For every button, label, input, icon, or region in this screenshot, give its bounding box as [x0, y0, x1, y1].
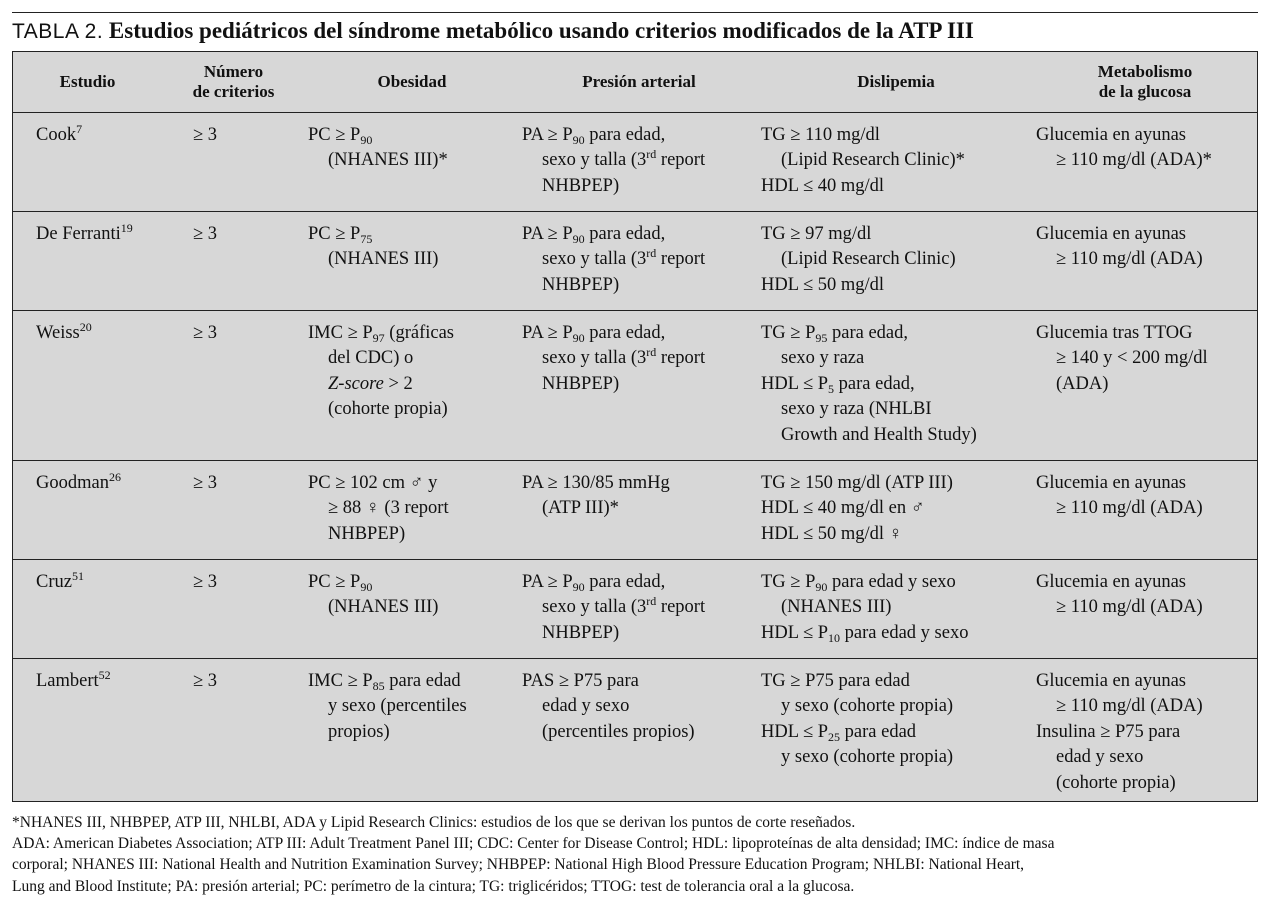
dislipemia-cell: TG ≥ 110 mg/dl (Lipid Research Clinic)* … — [759, 112, 1033, 212]
presion-cell: PA ≥ P90 para edad, sexo y talla (3rd re… — [519, 211, 759, 311]
criteria-count-cell: ≥ 3 — [162, 211, 305, 311]
presion-cell: PA ≥ P90 para edad, sexo y talla (3rd re… — [519, 310, 759, 461]
footnote-abbreviations-cont: corporal; NHANES III: National Health an… — [12, 856, 1025, 874]
criteria-count-cell: ≥ 3 — [162, 112, 305, 212]
header-glucosa: Metabolismo de la glucosa — [1033, 52, 1257, 113]
glucosa-cell: Glucemia en ayunas ≥ 110 mg/dl (ADA) — [1033, 559, 1257, 659]
presion-cell: PA ≥ P90 para edad, sexo y talla (3rd re… — [519, 112, 759, 212]
table-row: Lambert52 ≥ 3 IMC ≥ P85 para edad y sexo… — [13, 659, 1257, 801]
criteria-count-cell: ≥ 3 — [162, 310, 305, 461]
dislipemia-cell: TG ≥ P90 para edad y sexo (NHANES III) H… — [759, 559, 1033, 659]
study-cell: Cook7 — [13, 112, 162, 212]
obesidad-cell: PC ≥ P90 (NHANES III)* — [305, 112, 519, 212]
table-title: TABLA 2. Estudios pediátricos del síndro… — [12, 16, 974, 47]
studies-table: Estudio Número de criterios Obesidad Pres… — [12, 51, 1258, 802]
presion-cell: PAS ≥ P75 para edad y sexo (percentiles … — [522, 671, 695, 742]
criteria-count-cell: ≥ 3 — [193, 671, 218, 691]
study-cell: Lambert52 — [36, 668, 111, 691]
presion-cell: PA ≥ P90 para edad, sexo y talla (3rd re… — [519, 559, 759, 659]
study-cell: De Ferranti19 — [13, 211, 162, 311]
dislipemia-cell: TG ≥ 150 mg/dl (ATP III) HDL ≤ 40 mg/dl … — [759, 460, 1033, 560]
glucosa-cell: Glucemia en ayunas ≥ 110 mg/dl (ADA) — [1033, 460, 1257, 560]
header-presion: Presión arterial — [519, 52, 759, 113]
glucosa-cell: Glucemia en ayunas ≥ 110 mg/dl (ADA)* — [1033, 112, 1257, 212]
dislipemia-cell: TG ≥ P75 para edad y sexo (cohorte propi… — [761, 671, 954, 768]
obesidad-cell: IMC ≥ P97 (gráficas del CDC) o Z-score >… — [305, 310, 519, 461]
obesidad-cell: PC ≥ P90 (NHANES III) — [305, 559, 519, 659]
table-row: Cruz51 ≥ 3 PC ≥ P90 (NHANES III) PA ≥ P9… — [13, 559, 1257, 659]
glucosa-cell: Glucemia en ayunas ≥ 110 mg/dl (ADA) Ins… — [1036, 671, 1203, 793]
presion-cell: PA ≥ 130/85 mmHg (ATP III)* — [519, 460, 759, 560]
table-row: De Ferranti19 ≥ 3 PC ≥ P75 (NHANES III) … — [13, 211, 1257, 311]
table-label: TABLA 2. — [12, 20, 104, 43]
header-dislipemia: Dislipemia — [759, 52, 1033, 113]
study-cell: Weiss20 — [13, 310, 162, 461]
criteria-count-cell: ≥ 3 — [162, 460, 305, 560]
obesidad-cell: PC ≥ 102 cm ♂ y ≥ 88 ♀ (3 report NHBPEP) — [305, 460, 519, 560]
dislipemia-cell: TG ≥ 97 mg/dl (Lipid Research Clinic) HD… — [759, 211, 1033, 311]
criteria-count-cell: ≥ 3 — [162, 559, 305, 659]
header-obesidad: Obesidad — [305, 52, 519, 113]
table-caption: Estudios pediátricos del síndrome metabó… — [108, 18, 974, 43]
study-cell: Cruz51 — [13, 559, 162, 659]
dislipemia-cell: TG ≥ P95 para edad, sexo y raza HDL ≤ P5… — [759, 310, 1033, 461]
obesidad-cell: IMC ≥ P85 para edad y sexo (percentiles … — [308, 671, 467, 742]
header-row: Estudio Número de criterios Obesidad Pres… — [13, 52, 1257, 113]
criteria-table: Estudio Número de criterios Obesidad Pres… — [13, 52, 1257, 801]
table-row: Weiss20 ≥ 3 IMC ≥ P97 (gráficas del CDC)… — [13, 310, 1257, 461]
footnote-asterisk: *NHANES III, NHBPEP, ATP III, NHLBI, ADA… — [12, 814, 856, 831]
footnote-abbreviations: ADA: American Diabetes Association; ATP … — [12, 835, 1055, 853]
footnotes: *NHANES III, NHBPEP, ATP III, NHLBI, ADA… — [12, 812, 1258, 897]
glucosa-cell: Glucemia en ayunas ≥ 110 mg/dl (ADA) — [1033, 211, 1257, 311]
table-row: Cook7 ≥ 3 PC ≥ P90 (NHANES III)* PA ≥ P9… — [13, 112, 1257, 212]
obesidad-cell: PC ≥ P75 (NHANES III) — [305, 211, 519, 311]
header-numero: Número de criterios — [162, 52, 305, 113]
top-rule — [12, 12, 1258, 13]
table-row: Goodman26 ≥ 3 PC ≥ 102 cm ♂ y ≥ 88 ♀ (3 … — [13, 460, 1257, 560]
footnote-abbreviations-end: Lung and Blood Institute; PA: presión ar… — [12, 877, 855, 895]
header-estudio: Estudio — [13, 52, 162, 113]
glucosa-cell: Glucemia tras TTOG ≥ 140 y < 200 mg/dl (… — [1033, 310, 1257, 461]
study-cell: Goodman26 — [13, 460, 162, 560]
